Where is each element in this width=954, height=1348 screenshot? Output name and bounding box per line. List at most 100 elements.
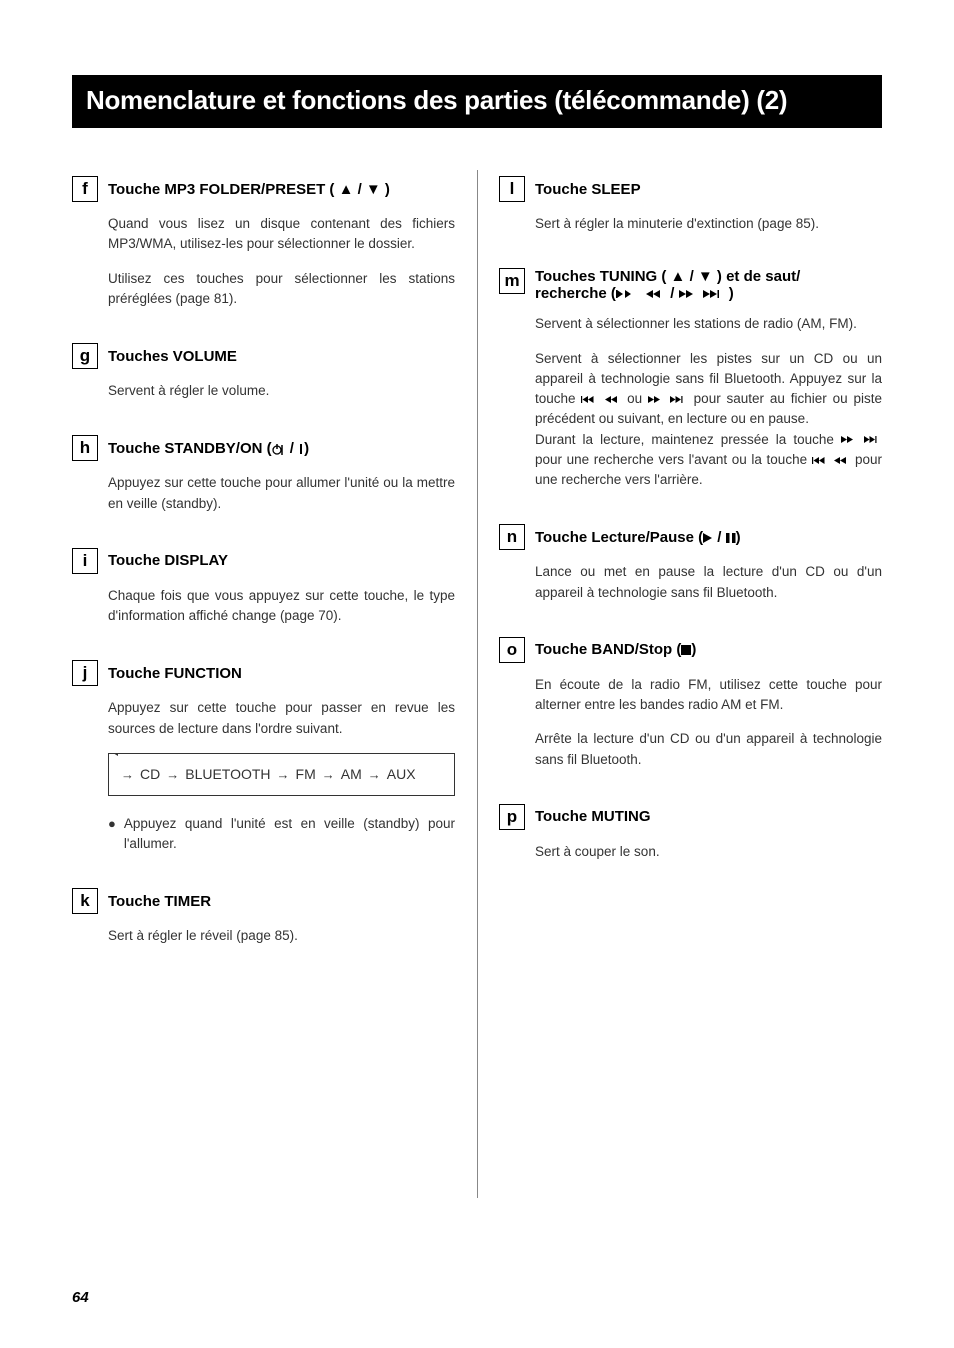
skip-back-icon xyxy=(581,395,599,404)
flow-item: AM xyxy=(341,764,362,785)
forward-icon xyxy=(648,395,664,404)
bullet-item: ● Appuyez quand l'unité est en veille (s… xyxy=(108,814,455,855)
section-header: h Touche STANDBY/ON ( / ) xyxy=(72,435,455,461)
letter-box: m xyxy=(499,268,525,294)
bullet-text: Appuyez quand l'unité est en veille (sta… xyxy=(124,814,455,855)
title-line2-suffix: ) xyxy=(729,285,734,302)
section-title: Touche MP3 FOLDER/PRESET ( ▲ / ▼ ) xyxy=(108,181,390,198)
paragraph: Appuyez sur cette touche pour passer en … xyxy=(108,698,455,739)
letter-box: f xyxy=(72,176,98,202)
paragraph: Lance ou met en pause la lecture d'un CD… xyxy=(535,562,882,603)
section-body: Servent à sélectionner les stations de r… xyxy=(499,314,882,490)
section-title: Touches VOLUME xyxy=(108,348,237,365)
paragraph: Sert à régler la minuterie d'extinction … xyxy=(535,214,882,234)
play-icon xyxy=(703,533,713,543)
section-title: Touche STANDBY/ON ( / ) xyxy=(108,440,309,457)
section-header: m Touches TUNING ( ▲ / ▼ ) et de saut/ r… xyxy=(499,268,882,302)
paragraph: Servent à sélectionner les pistes sur un… xyxy=(535,349,882,430)
section-k: k Touche TIMER Sert à régler le réveil (… xyxy=(72,888,455,946)
arrow-icon: → xyxy=(368,765,381,785)
pause-icon xyxy=(726,533,736,543)
function-flow-box: → CD → BLUETOOTH → FM → AM → AUX xyxy=(108,753,455,796)
section-body: Chaque fois que vous appuyez sur cette t… xyxy=(72,586,455,627)
section-n: n Touche Lecture/Pause ( / ) Lance ou me… xyxy=(499,524,882,603)
paragraph: Sert à couper le son. xyxy=(535,842,882,862)
section-o: o Touche BAND/Stop () En écoute de la ra… xyxy=(499,637,882,770)
loop-arrow-left-icon xyxy=(108,753,118,789)
page-title: Nomenclature et fonctions des parties (t… xyxy=(86,85,868,116)
section-body: Quand vous lisez un disque contenant des… xyxy=(72,214,455,309)
title-suffix: ) xyxy=(304,440,309,457)
section-header: n Touche Lecture/Pause ( / ) xyxy=(499,524,882,550)
paragraph: Servent à régler le volume. xyxy=(108,381,455,401)
rewind-icon xyxy=(646,289,666,299)
skip-forward-icon xyxy=(864,435,882,444)
letter-box: h xyxy=(72,435,98,461)
column-divider xyxy=(477,170,478,1198)
skip-forward-icon xyxy=(703,289,729,299)
section-title: Touche Lecture/Pause ( / ) xyxy=(535,529,741,546)
text-part: pour une recherche vers l'avant ou la to… xyxy=(535,452,812,467)
section-g: g Touches VOLUME Servent à régler le vol… xyxy=(72,343,455,401)
title-line2-prefix: recherche ( xyxy=(535,285,616,302)
section-title: Touche SLEEP xyxy=(535,181,641,198)
page-number: 64 xyxy=(72,1289,89,1306)
paragraph: Sert à régler le réveil (page 85). xyxy=(108,926,455,946)
section-title: Touche BAND/Stop () xyxy=(535,641,696,658)
letter-box: l xyxy=(499,176,525,202)
section-body: Sert à régler la minuterie d'extinction … xyxy=(499,214,882,234)
flow-item: CD xyxy=(140,764,160,785)
section-title: Touches TUNING ( ▲ / ▼ ) et de saut/ rec… xyxy=(535,268,800,302)
text-part: ou xyxy=(621,391,648,406)
text-part: Durant la lecture, maintenez pressée la … xyxy=(535,432,841,447)
section-body: Sert à couper le son. xyxy=(499,842,882,862)
letter-box: k xyxy=(72,888,98,914)
section-body: Appuyez sur cette touche pour allumer l'… xyxy=(72,473,455,514)
section-h: h Touche STANDBY/ON ( / ) Appuyez sur ce… xyxy=(72,435,455,514)
title-line1: Touches TUNING ( ▲ / ▼ ) et de saut/ xyxy=(535,268,800,285)
section-title: Touche FUNCTION xyxy=(108,665,242,682)
left-column: f Touche MP3 FOLDER/PRESET ( ▲ / ▼ ) Qua… xyxy=(72,176,455,981)
letter-box: i xyxy=(72,548,98,574)
bullet-icon: ● xyxy=(108,814,116,855)
paragraph: Servent à sélectionner les stations de r… xyxy=(535,314,882,334)
section-body: Sert à régler le réveil (page 85). xyxy=(72,926,455,946)
title-prefix: Touche BAND/Stop ( xyxy=(535,641,681,658)
section-header: f Touche MP3 FOLDER/PRESET ( ▲ / ▼ ) xyxy=(72,176,455,202)
paragraph: Arrête la lecture d'un CD ou d'un appare… xyxy=(535,729,882,770)
flow-item: BLUETOOTH xyxy=(185,764,270,785)
flow-item: FM xyxy=(296,764,316,785)
title-suffix: ) xyxy=(736,529,741,546)
section-title: Touche DISPLAY xyxy=(108,552,228,569)
section-m: m Touches TUNING ( ▲ / ▼ ) et de saut/ r… xyxy=(499,268,882,490)
section-body: Servent à régler le volume. xyxy=(72,381,455,401)
forward-icon xyxy=(679,289,699,299)
letter-box: j xyxy=(72,660,98,686)
paragraph: Utilisez ces touches pour sélectionner l… xyxy=(108,269,455,310)
skip-forward-icon xyxy=(670,395,688,404)
skip-back-icon xyxy=(616,289,642,299)
paragraph: Appuyez sur cette touche pour allumer l'… xyxy=(108,473,455,514)
arrow-icon: → xyxy=(277,765,290,785)
letter-box: g xyxy=(72,343,98,369)
paragraph: Durant la lecture, maintenez pressée la … xyxy=(535,430,882,491)
title-suffix: ) xyxy=(691,641,696,658)
letter-box: p xyxy=(499,804,525,830)
right-column: l Touche SLEEP Sert à régler la minuteri… xyxy=(499,176,882,981)
rewind-icon xyxy=(605,395,621,404)
paragraph: Quand vous lisez un disque contenant des… xyxy=(108,214,455,255)
section-header: j Touche FUNCTION xyxy=(72,660,455,686)
section-body: Appuyez sur cette touche pour passer en … xyxy=(72,698,455,854)
power-icon xyxy=(272,442,286,456)
stop-icon xyxy=(681,645,691,655)
section-body: Lance ou met en pause la lecture d'un CD… xyxy=(499,562,882,603)
section-body: En écoute de la radio FM, utilisez cette… xyxy=(499,675,882,770)
section-header: g Touches VOLUME xyxy=(72,343,455,369)
arrow-icon: → xyxy=(166,765,179,785)
title-prefix: Touche STANDBY/ON ( xyxy=(108,440,272,457)
section-header: p Touche MUTING xyxy=(499,804,882,830)
forward-icon xyxy=(841,435,857,444)
section-i: i Touche DISPLAY Chaque fois que vous ap… xyxy=(72,548,455,627)
section-header: l Touche SLEEP xyxy=(499,176,882,202)
section-j: j Touche FUNCTION Appuyez sur cette touc… xyxy=(72,660,455,854)
